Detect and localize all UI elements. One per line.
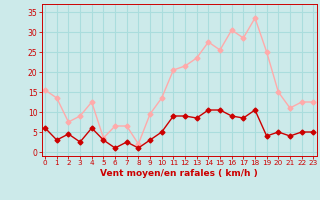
- X-axis label: Vent moyen/en rafales ( km/h ): Vent moyen/en rafales ( km/h ): [100, 169, 258, 178]
